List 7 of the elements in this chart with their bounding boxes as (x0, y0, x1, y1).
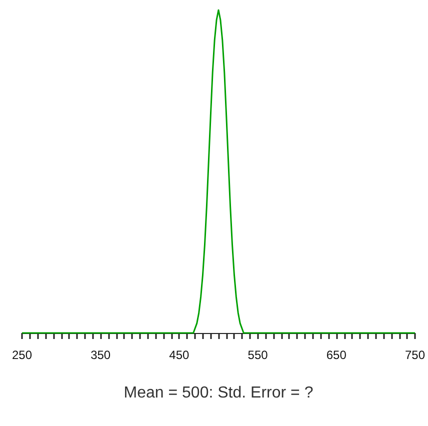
x-tick-label: 250 (12, 348, 32, 362)
x-tick-label: 550 (248, 348, 268, 362)
x-tick-label: 450 (169, 348, 190, 362)
x-tick-label: 650 (326, 348, 347, 362)
x-axis-title: Mean = 500: Std. Error = ? (124, 384, 314, 402)
x-tick-label: 750 (404, 348, 426, 362)
x-tick-label: 350 (90, 348, 111, 362)
